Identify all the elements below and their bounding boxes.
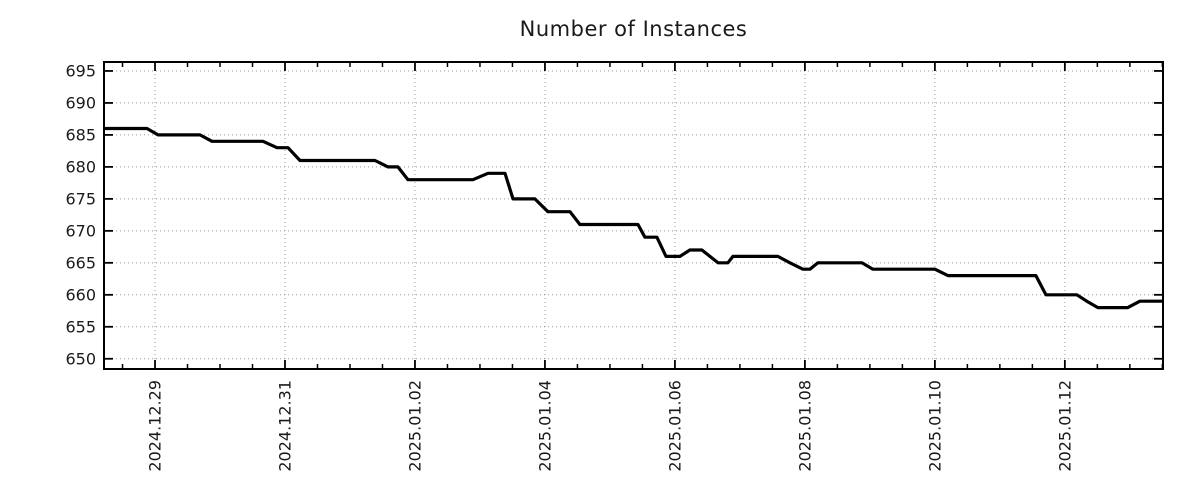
y-axis-tick-labels: 695 690 685 680 675 670 665 660 655 650 [65,61,96,368]
y-tick-label: 690 [65,93,96,112]
y-tick-label: 665 [65,253,96,272]
y-tick-label: 670 [65,221,96,240]
plot-border [103,61,1164,370]
x-tick-label: 2025.01.04 [535,380,554,472]
y-tick-label: 685 [65,125,96,144]
gridlines [104,62,1163,369]
y-tick-label: 650 [65,349,96,368]
x-tick-label: 2025.01.10 [925,380,944,472]
x-tick-label: 2024.12.29 [146,380,165,472]
x-axis-tick-labels: 2024.12.29 2024.12.31 2025.01.02 2025.01.04… [146,380,1075,472]
x-tick-label: 2025.01.02 [405,380,424,472]
y-tick-label: 680 [65,157,96,176]
y-tick-label: 655 [65,317,96,336]
x-tick-label: 2025.01.08 [795,380,814,472]
data-line [104,126,1163,310]
x-tick-label: 2025.01.12 [1055,380,1074,472]
chart-title: Number of Instances [519,17,748,41]
x-tick-label: 2025.01.06 [665,380,684,472]
y-tick-label: 695 [65,61,96,80]
y-tick-label: 675 [65,189,96,208]
x-tick-label: 2024.12.31 [275,380,294,472]
y-tick-label: 660 [65,285,96,304]
axis-ticks [104,62,1164,369]
